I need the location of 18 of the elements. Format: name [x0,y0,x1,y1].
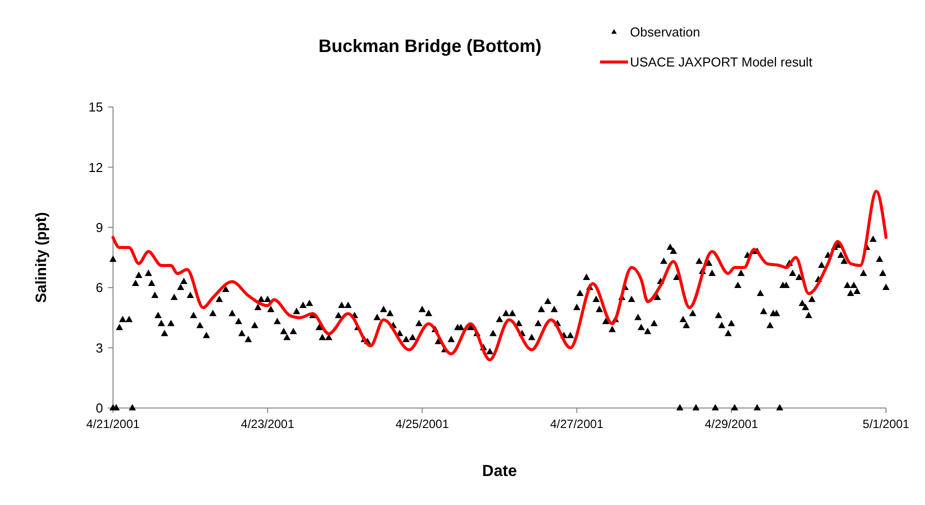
y-tick-label: 9 [96,220,103,235]
x-tick-label: 4/27/2001 [550,417,604,431]
y-tick-label: 6 [96,280,103,296]
x-tick-label: 4/21/2001 [86,417,140,431]
y-tick-label: 3 [96,340,103,356]
y-axis-title: Salinity (ppt) [33,212,50,303]
x-tick-label: 4/29/2001 [704,417,758,431]
line-series [112,190,888,362]
chart-title: Buckman Bridge (Bottom) [318,36,542,56]
legend-label: Observation [630,24,700,40]
legend-label: USACE JAXPORT Model result [630,54,813,70]
x-tick-label: 5/1/2001 [862,417,910,431]
y-tick-label: 12 [88,160,103,175]
y-tick-label: 15 [88,100,103,115]
x-axis-title: Date [482,463,517,480]
x-tick-label: 4/25/2001 [396,417,450,431]
y-tick-label: 0 [96,400,103,416]
x-tick-label: 4/23/2001 [240,417,295,431]
